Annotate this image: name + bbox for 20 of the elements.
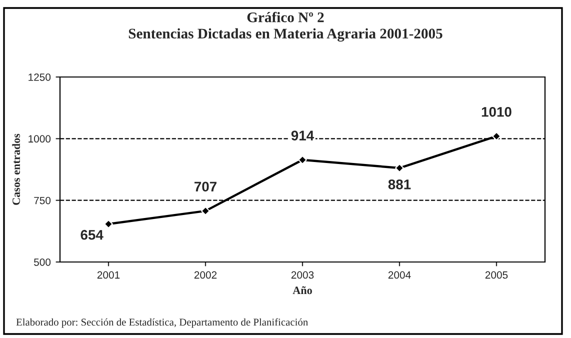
data-label: 881 bbox=[388, 180, 411, 190]
x-tick-label: 2004 bbox=[388, 271, 411, 279]
y-tick-label: 1250 bbox=[28, 74, 51, 81]
y-tick-label: 750 bbox=[34, 196, 51, 204]
y-tick-label: 1000 bbox=[28, 135, 51, 143]
point bbox=[395, 164, 404, 172]
data-label: 707 bbox=[194, 182, 216, 192]
x-tick-label: 2001 bbox=[97, 271, 120, 279]
point bbox=[104, 220, 113, 228]
data-label: 654 bbox=[80, 230, 104, 240]
data-label: 1010 bbox=[482, 106, 512, 117]
x-tick-label: 2002 bbox=[194, 271, 217, 279]
data-label: 914 bbox=[291, 130, 314, 140]
chart-title: Gráfico Nº 2 Sentencias Dictadas en Materia Agraria 2001-2005 bbox=[128, 12, 442, 42]
x-tick-label: 2003 bbox=[291, 271, 314, 279]
text: Elaborado por: Sección de Estadística, Departamento de Planificación bbox=[16, 318, 308, 328]
y-tick-label: 500 bbox=[34, 258, 51, 266]
x-tick-label: 2005 bbox=[485, 271, 508, 279]
x-axis-title: Año bbox=[292, 286, 312, 294]
y-axis-title: Casos entrados bbox=[12, 134, 20, 205]
